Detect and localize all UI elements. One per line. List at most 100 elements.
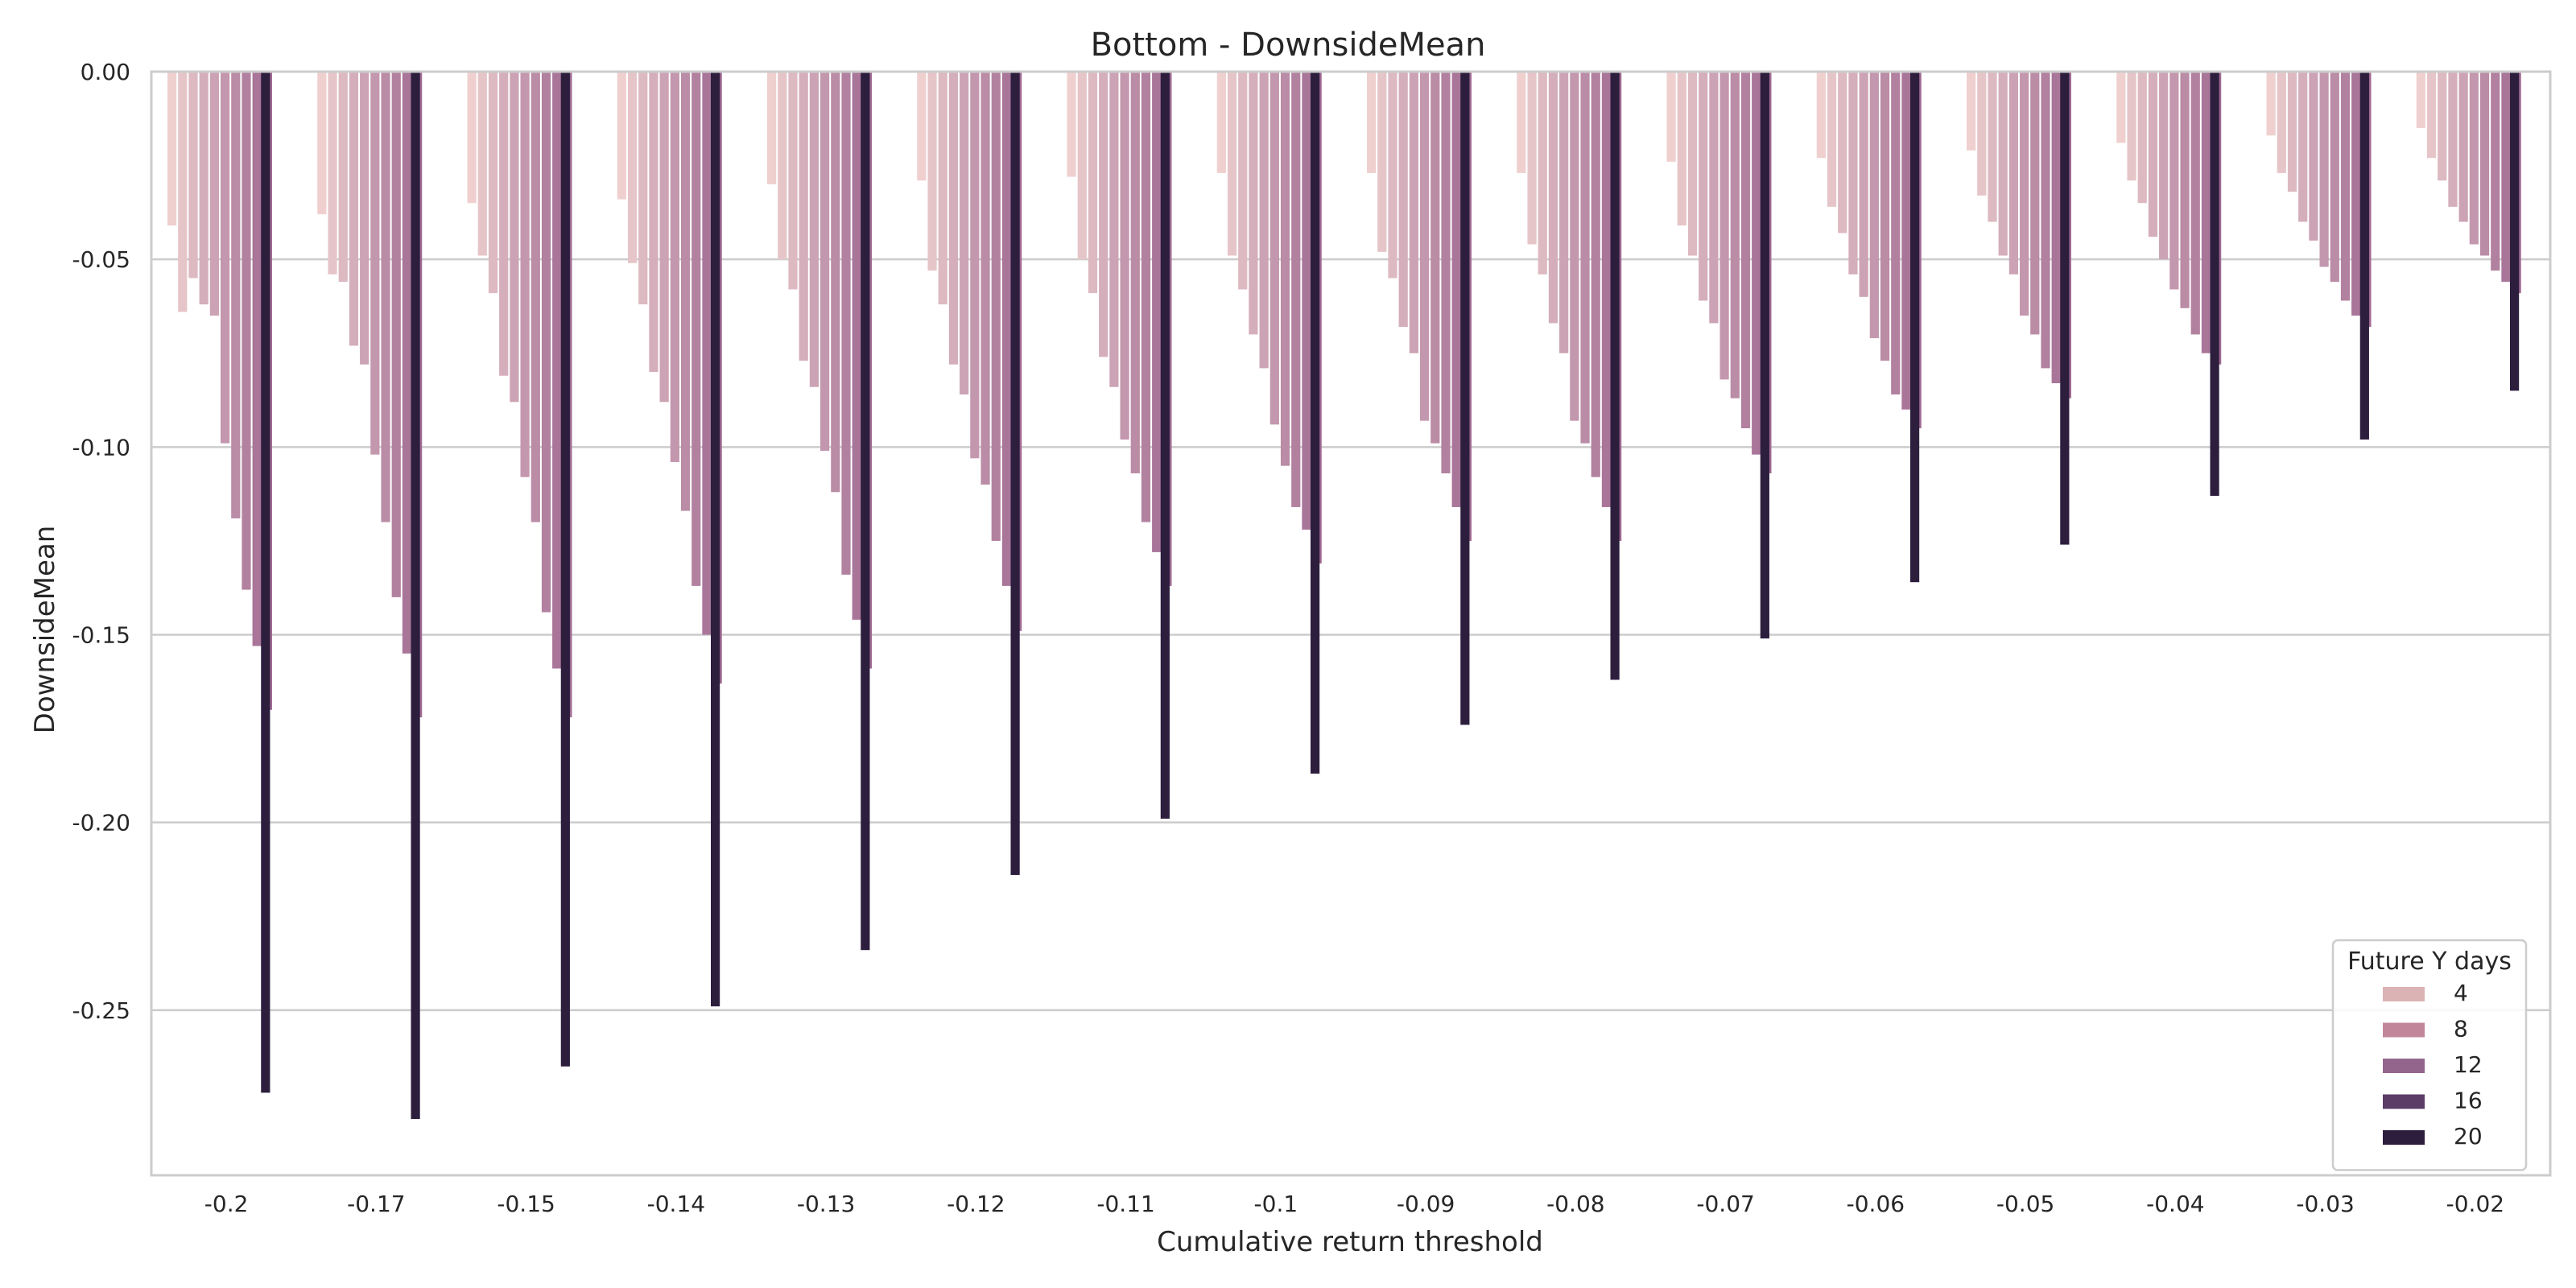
bar [1719, 72, 1729, 380]
bar [2266, 72, 2276, 136]
bar [2137, 72, 2147, 204]
bar [991, 72, 1001, 541]
bar [1141, 72, 1151, 522]
bar [1891, 72, 1901, 395]
bar [1152, 72, 1162, 552]
bar [552, 72, 562, 669]
bar [2051, 72, 2061, 384]
bar [1238, 72, 1248, 290]
bar [2438, 72, 2447, 181]
x-tick-label: -0.14 [647, 1191, 705, 1217]
bar [960, 72, 969, 395]
chart-title: Bottom - DownsideMean [1091, 27, 1486, 64]
bar [1099, 72, 1108, 357]
bar [649, 72, 658, 373]
x-tick-label: -0.08 [1546, 1191, 1604, 1217]
bar [2340, 72, 2351, 301]
bar [411, 72, 420, 1120]
bar [2359, 72, 2369, 440]
bar [1760, 72, 1769, 639]
bar [820, 72, 830, 451]
bar [1088, 72, 1098, 294]
bar [2298, 72, 2308, 222]
bar [2309, 72, 2318, 241]
bar [617, 72, 626, 200]
bar [980, 72, 990, 485]
bar [2060, 72, 2070, 545]
bars [167, 72, 2521, 1120]
bar [402, 72, 412, 654]
bar [1601, 72, 1612, 507]
bar [680, 72, 691, 511]
bar [1869, 72, 1879, 339]
bar [1311, 72, 1320, 774]
bar [2116, 72, 2126, 143]
bar [1827, 72, 1837, 207]
y-tick-label: -0.15 [72, 621, 130, 648]
bar [2330, 72, 2339, 283]
bar [1067, 72, 1076, 177]
x-tick-label: -0.2 [204, 1191, 249, 1217]
bar [167, 72, 177, 226]
bar [691, 72, 701, 586]
bar [1699, 72, 1708, 301]
bar [1859, 72, 1868, 297]
bar [360, 72, 369, 365]
bar [1409, 72, 1418, 353]
bar [1816, 72, 1826, 159]
x-tick-label: -0.11 [1096, 1191, 1154, 1217]
bar [252, 72, 262, 646]
x-tick-label: -0.06 [1847, 1191, 1905, 1217]
bar [2351, 72, 2361, 316]
bar [1398, 72, 1408, 328]
bar [1677, 72, 1686, 226]
x-tick-labels: -0.2 -0.17 -0.15 -0.14 -0.13 -0.12 -0.11 -0.1 -0… [204, 1191, 2504, 1217]
bar [2169, 72, 2179, 290]
legend-swatch [2383, 1022, 2425, 1038]
bar [2008, 72, 2018, 275]
bar [1367, 72, 1377, 173]
y-tick-labels: 0.00 -0.05 -0.10 -0.15 -0.20 -0.25 [72, 59, 130, 1024]
bar [1010, 72, 1020, 875]
x-tick-label: -0.17 [347, 1191, 405, 1217]
bar [659, 72, 669, 402]
x-tick-label: -0.07 [1696, 1191, 1754, 1217]
bar [328, 72, 337, 275]
bar [917, 72, 927, 181]
bar [381, 72, 390, 522]
bar [970, 72, 980, 459]
bar [1848, 72, 1858, 275]
bar [2201, 72, 2211, 353]
x-axis-label: Cumulative return threshold [1157, 1226, 1543, 1258]
bar [1430, 72, 1440, 444]
bar [1291, 72, 1301, 507]
legend-label: 20 [2454, 1123, 2483, 1150]
bar [1109, 72, 1119, 387]
bar [1377, 72, 1387, 252]
bar [1388, 72, 1397, 279]
bar [2127, 72, 2136, 181]
bar [938, 72, 947, 305]
y-tick-label: 0.00 [80, 59, 130, 85]
bar [242, 72, 251, 590]
legend-title: Future Y days [2347, 947, 2512, 976]
bar [788, 72, 798, 290]
bar [560, 72, 570, 1067]
bar [1130, 72, 1140, 473]
bar [317, 72, 327, 215]
bar [2510, 72, 2520, 391]
bar [2469, 72, 2479, 245]
plot-frame [150, 70, 2552, 1177]
bar [467, 72, 477, 204]
bar [861, 72, 870, 951]
bar [1570, 72, 1579, 421]
bar [1901, 72, 1911, 410]
bar [1259, 72, 1269, 369]
bar [391, 72, 401, 597]
bar [1420, 72, 1430, 421]
bar [1302, 72, 1311, 530]
legend-label: 8 [2454, 1016, 2468, 1042]
bar [1517, 72, 1526, 173]
y-tick-label: -0.20 [72, 810, 130, 836]
bar [477, 72, 487, 256]
